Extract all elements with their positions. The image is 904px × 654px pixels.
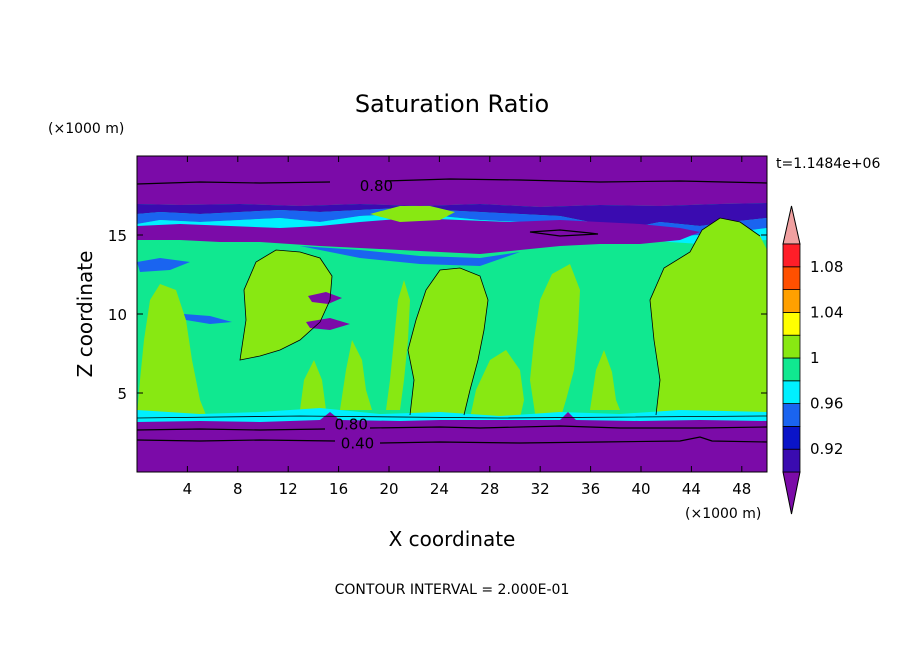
y-axis-title: Z coordinate	[73, 251, 97, 378]
colorbar-swatch	[782, 448, 801, 473]
cirrus-core-blue	[300, 246, 520, 266]
x-tick-label: 36	[581, 480, 600, 498]
colorbar-swatch	[782, 243, 801, 268]
y-tick-label: 10	[108, 306, 127, 324]
plume-2	[408, 268, 488, 415]
x-tick-label: 16	[329, 480, 348, 498]
cirrus-core	[137, 218, 700, 254]
cirrus-blob-left	[137, 258, 190, 272]
x-tick-label: 28	[480, 480, 499, 498]
y-axis: 5 10 15	[108, 227, 767, 403]
y-tick-label: 15	[108, 227, 127, 245]
colorbar: 0.92 0.96 1 1.04 1.08	[782, 205, 843, 515]
colorbar-swatch	[782, 334, 801, 359]
plume-6	[340, 340, 372, 410]
colorbar-swatch	[782, 357, 801, 382]
contour-line-upper	[137, 178, 767, 185]
colorbar-tick-label: 0.92	[810, 440, 843, 458]
colorbar-tick-label: 1.08	[810, 258, 843, 276]
x-tick-label: 48	[732, 480, 751, 498]
contour-plot-area	[137, 156, 767, 472]
x-axis-title: X coordinate	[389, 527, 516, 551]
x-unit-label: (×1000 m)	[685, 506, 761, 522]
plume-1	[240, 250, 332, 360]
x-tick-label: 4	[183, 480, 193, 498]
x-tick-label: 20	[379, 480, 398, 498]
colorbar-swatch	[782, 266, 801, 290]
contour-interval-footer: CONTOUR INTERVAL = 2.000E-01	[335, 582, 570, 598]
dry-blob-3	[184, 314, 232, 324]
contour-label: 0.80	[360, 177, 393, 195]
x-axis: 4 8 12 16 20 24 28 32 36 40 44 48	[183, 156, 751, 498]
x-tick-label: 24	[430, 480, 449, 498]
plume-8	[386, 280, 410, 410]
colorbar-over-arrow	[782, 205, 801, 245]
y-tick-label: 5	[117, 385, 127, 403]
plume-10	[300, 360, 326, 410]
colorbar-swatch	[782, 380, 801, 404]
contour-label: 0.40	[341, 435, 374, 453]
plume-9	[470, 350, 524, 418]
plume-7	[590, 350, 620, 410]
dry-blob-2	[306, 318, 350, 330]
colorbar-swatch	[782, 403, 801, 427]
colorbar-swatch	[782, 311, 801, 336]
x-tick-label: 8	[233, 480, 243, 498]
x-tick-label: 40	[631, 480, 650, 498]
time-label: t=1.1484e+06	[776, 156, 880, 172]
plume-4	[650, 218, 767, 415]
lower-cyan-strip	[137, 408, 767, 424]
contour-line-plumes	[137, 217, 767, 419]
cirrus-band-blue	[137, 208, 767, 236]
upper-dry-layer	[137, 156, 767, 207]
x-tick-label: 44	[682, 480, 701, 498]
contour-line-cirrus	[529, 229, 599, 237]
contour-label: 0.80	[334, 416, 367, 434]
colorbar-swatch	[782, 425, 801, 450]
contour-line-lower-2	[137, 436, 767, 444]
dry-blob-1	[308, 292, 342, 304]
plume-5	[137, 284, 206, 415]
plume-3	[530, 264, 580, 420]
contour-labels: 0.800.800.40	[334, 177, 393, 453]
x-tick-label: 12	[279, 480, 298, 498]
contour-line-lower-1	[137, 425, 767, 431]
green-cloud-top	[370, 206, 455, 222]
x-tick-label: 32	[531, 480, 550, 498]
colorbar-tick-label: 1	[810, 349, 820, 367]
colorbar-tick-label: 1.04	[810, 303, 843, 321]
y-unit-label: (×1000 m)	[48, 121, 124, 137]
colorbar-swatch	[782, 289, 801, 313]
colorbar-under-arrow	[782, 471, 801, 515]
colorbar-tick-label: 0.96	[810, 395, 843, 413]
chart-title: Saturation Ratio	[355, 90, 549, 118]
